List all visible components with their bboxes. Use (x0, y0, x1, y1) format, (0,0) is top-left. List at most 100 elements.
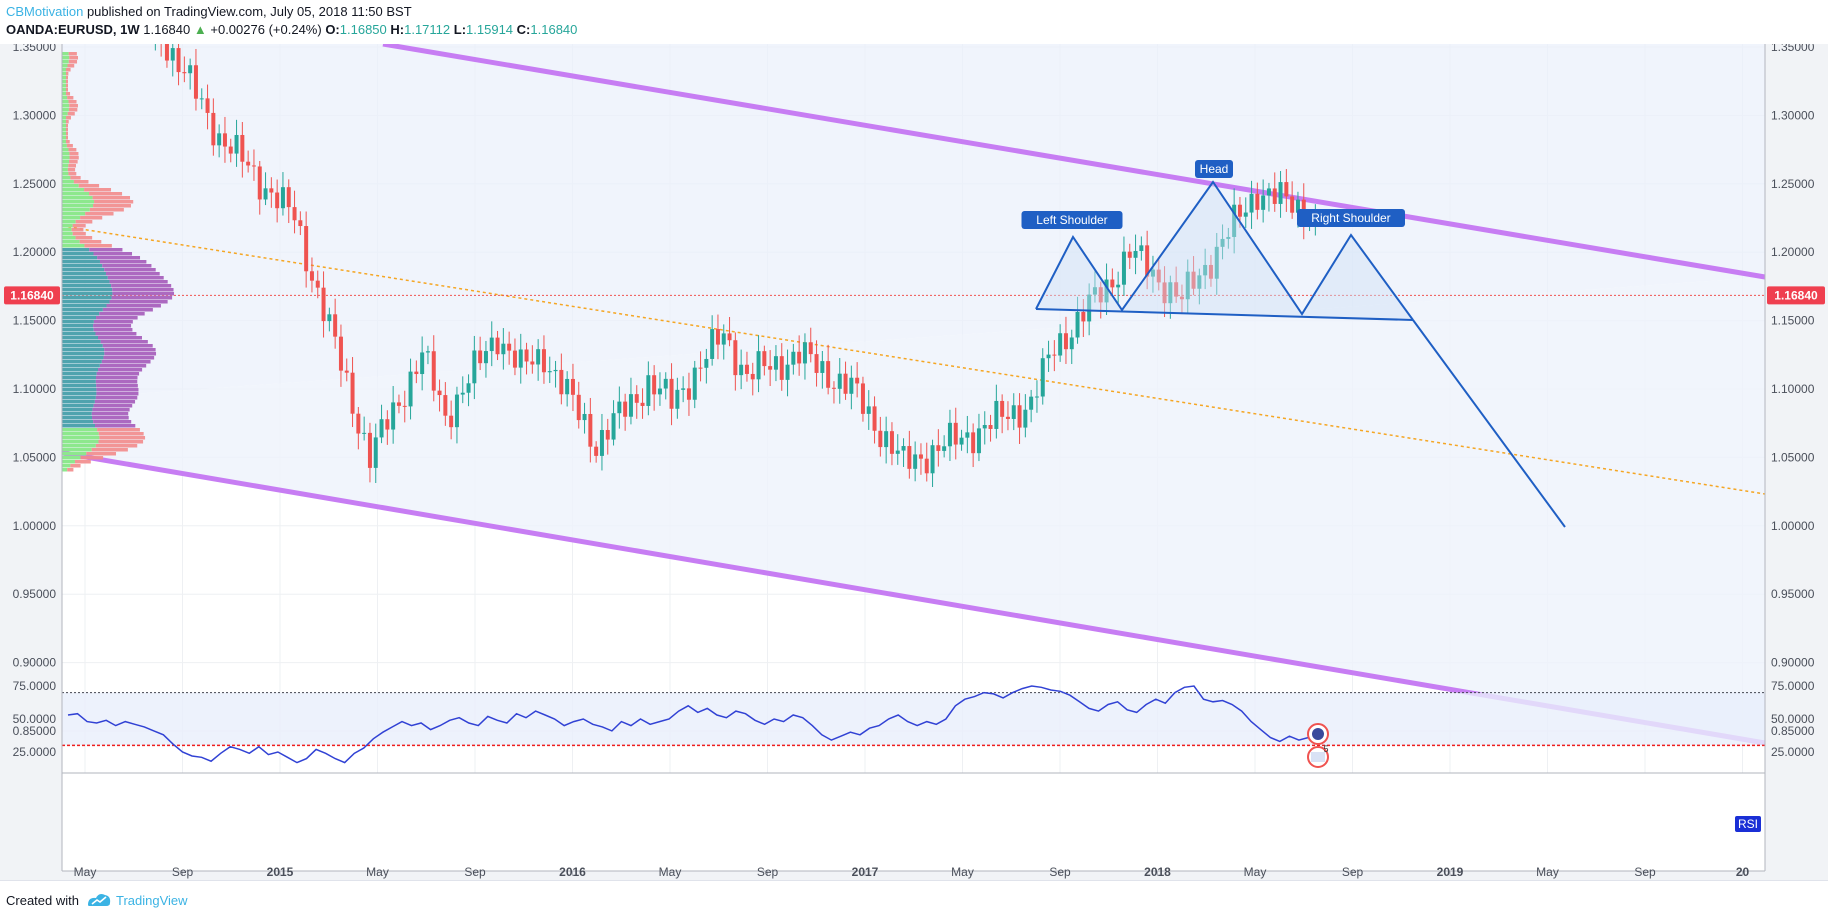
profile-bar (62, 392, 97, 396)
profile-bar (97, 428, 140, 432)
profile-bar (62, 56, 70, 60)
candle-body (1220, 238, 1225, 247)
profile-bar (62, 108, 69, 112)
candle-body (1179, 296, 1184, 300)
candle-body (217, 133, 222, 146)
x-tick-label: May (1536, 865, 1559, 879)
globe-icon (1312, 728, 1324, 740)
candle-body (333, 314, 338, 337)
candles (154, 44, 1318, 487)
candle-body (942, 446, 947, 451)
profile-bar (68, 108, 78, 112)
channel-fill-upper (62, 44, 1765, 399)
author-link[interactable]: CBMotivation (6, 4, 84, 19)
candle-body (1005, 416, 1010, 419)
profile-bar (111, 296, 173, 300)
candle-body (1069, 337, 1074, 350)
profile-bar (101, 360, 151, 364)
profile-bar (62, 344, 103, 348)
profile-bar (62, 104, 70, 108)
profile-bar (98, 368, 143, 372)
profile-bar (70, 464, 81, 468)
profile-bar (91, 412, 129, 416)
profile-bar (62, 124, 66, 128)
x-tick-label: May (74, 865, 97, 879)
candle-body (193, 65, 198, 99)
profile-bar (67, 112, 75, 116)
candle-body (1197, 275, 1202, 289)
candle-body (1052, 354, 1057, 356)
profile-bar (62, 164, 69, 168)
profile-bar (95, 444, 138, 448)
profile-bar (97, 256, 141, 260)
candle-body (321, 287, 326, 322)
profile-bar (62, 116, 67, 120)
profile-bar (93, 324, 132, 328)
candle-body (1011, 405, 1016, 419)
candle-body (831, 387, 836, 389)
candle-body (947, 422, 952, 447)
low-label: L: (453, 22, 467, 37)
candle-body (739, 364, 744, 376)
x-tick-label: Sep (757, 865, 779, 879)
event-badges[interactable]: 5 (1307, 723, 1329, 768)
profile-bar (62, 268, 105, 272)
axes: 1.35000 1.35000 1.30000 1.30000 1.25000 1.250… (4, 44, 1825, 879)
candle-body (837, 373, 842, 389)
candle-body (489, 337, 494, 352)
publish-info: published on TradingView.com, July 05, 2… (86, 4, 412, 19)
rsi-line (67, 685, 1319, 764)
profile-bar (62, 424, 95, 428)
y-tick-label-right: 1.20000 (1771, 245, 1815, 259)
rsi-tick-label-left: 75.0000 (13, 679, 57, 693)
profile-bar (68, 148, 77, 152)
candle-body (588, 413, 593, 447)
candle-body (1087, 294, 1092, 322)
profile-bar (92, 408, 130, 412)
profile-bar (62, 52, 69, 56)
candle-body (1266, 188, 1271, 196)
candle-body (1174, 282, 1179, 297)
profile-bar (62, 460, 75, 464)
profile-bar (62, 80, 66, 84)
profile-bar (93, 328, 133, 332)
profile-bar (95, 396, 138, 400)
candle-body (205, 98, 210, 113)
profile-bar (68, 52, 77, 56)
profile-bar (89, 192, 123, 196)
pattern-label-box (1297, 209, 1405, 227)
candle-body (1203, 264, 1208, 276)
profile-bar (62, 60, 69, 64)
candle-body (704, 358, 709, 368)
profile-bar (93, 320, 133, 324)
profile-bar (91, 448, 128, 452)
candle-body (907, 446, 912, 469)
profile-bar (66, 116, 71, 120)
profile-bar (62, 340, 101, 344)
head-and-shoulders-pattern (1035, 180, 1566, 528)
profile-bar (66, 88, 68, 92)
rsi-tick-label-left: 25.0000 (13, 745, 57, 759)
profile-bar (62, 452, 87, 456)
symbol-name[interactable]: OANDA:EURUSD, 1W (6, 22, 140, 37)
profile-bar (62, 240, 80, 244)
high-value: 1.17112 (404, 22, 451, 37)
candle-body (1145, 245, 1150, 277)
tradingview-link[interactable]: TradingView (116, 893, 188, 908)
profile-bar (98, 432, 144, 436)
candle-body (1156, 269, 1161, 283)
candle-body (338, 336, 343, 371)
candle-body (373, 437, 378, 468)
candle-body (889, 431, 894, 454)
profile-bar (104, 348, 156, 352)
projection-line (1412, 319, 1566, 528)
x-tick-label: Sep (1634, 865, 1656, 879)
candle-body (1046, 354, 1051, 359)
channel-fill (62, 277, 1765, 743)
candle-body (1040, 358, 1045, 397)
pattern-label-text: Head (1200, 162, 1229, 176)
candle-body (478, 350, 483, 364)
candle-body (785, 364, 790, 380)
profile-bar (62, 272, 106, 276)
